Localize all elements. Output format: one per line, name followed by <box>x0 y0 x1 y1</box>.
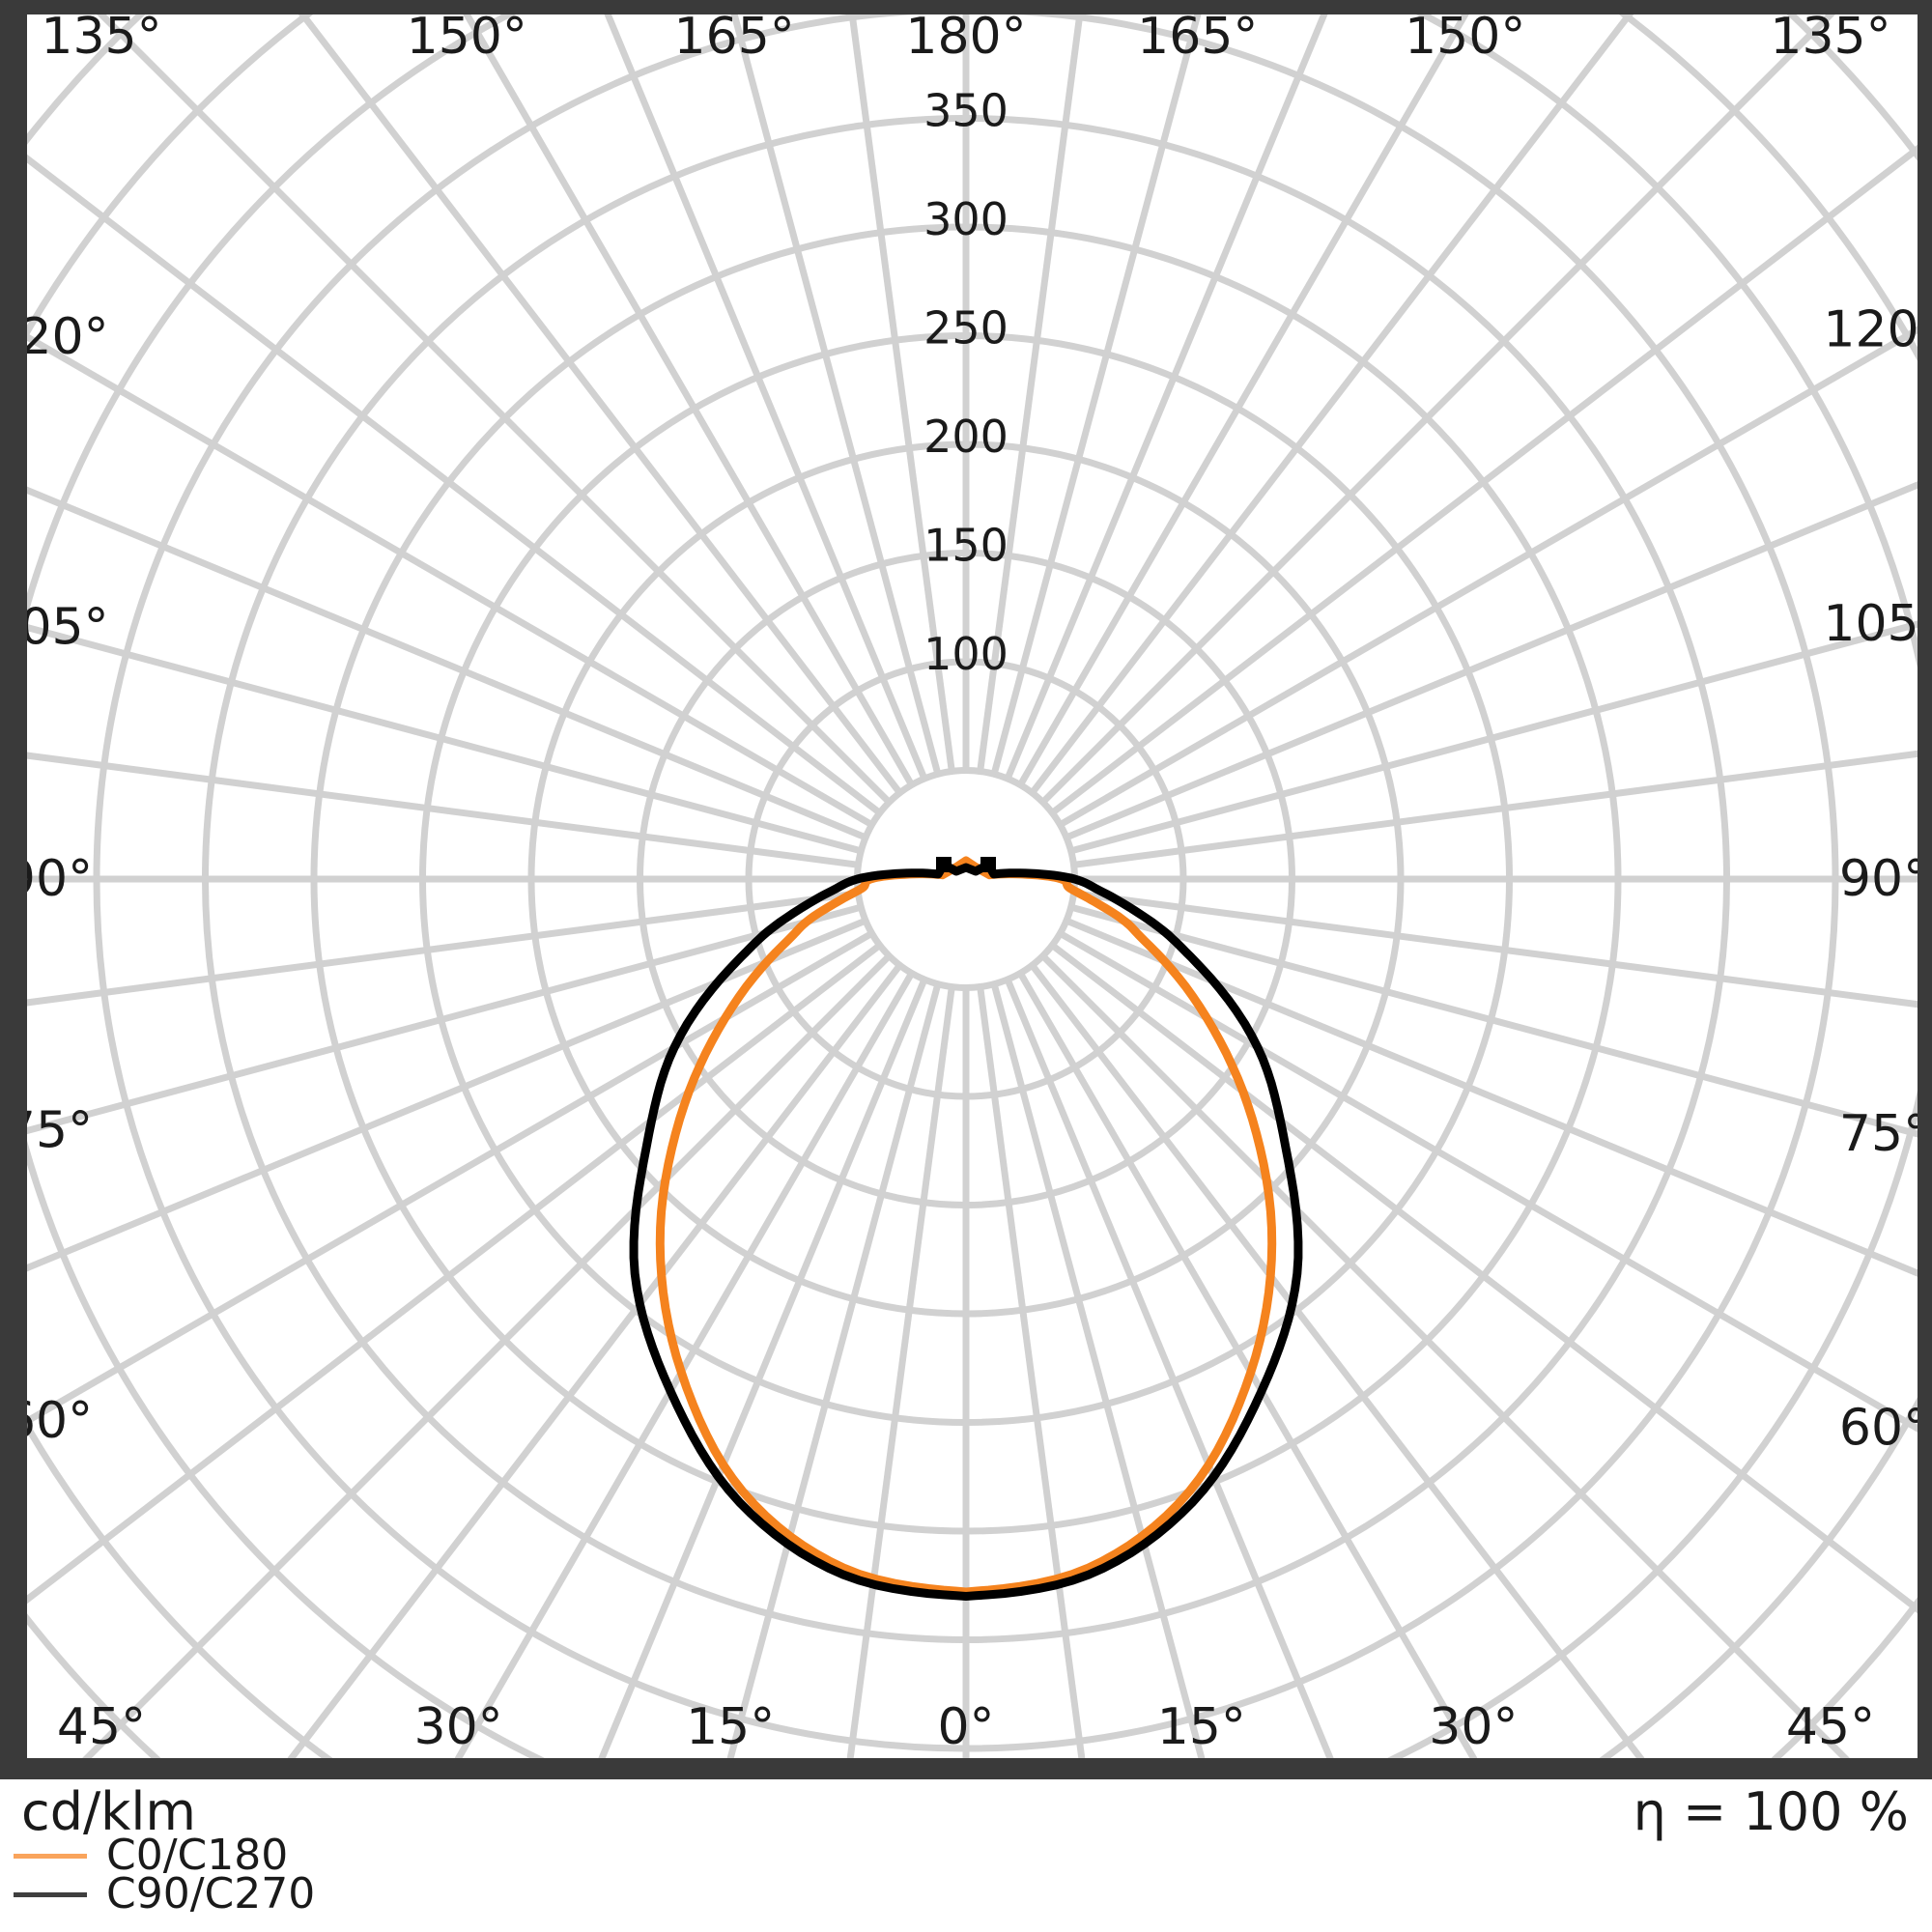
grid-spoke <box>1073 750 1918 868</box>
grid-spoke <box>726 982 942 1758</box>
angle-tick-label: 165° <box>674 8 795 66</box>
radial-tick-label: 350 <box>923 85 1009 137</box>
curve-marker-square <box>936 857 952 872</box>
curves-layer <box>629 856 1303 1601</box>
angle-tick-label: 135° <box>1770 8 1890 66</box>
grid-spoke <box>27 154 882 816</box>
radial-tick-label: 200 <box>923 411 1009 463</box>
radial-tick-label: 250 <box>923 302 1009 355</box>
plot-frame <box>0 0 1932 1779</box>
grid-spoke <box>27 623 863 855</box>
grid-spoke <box>990 982 1206 1758</box>
grid-spoke <box>27 752 859 868</box>
grid-spoke <box>848 14 955 772</box>
grid-spoke <box>1017 971 1478 1758</box>
angle-tick-label: 15° <box>1157 1698 1246 1756</box>
grid-spoke <box>1050 942 1918 1614</box>
grid-spoke <box>27 332 874 828</box>
grid-spoke <box>598 978 928 1758</box>
frame-left <box>0 0 27 1779</box>
grid-spoke <box>1065 481 1918 841</box>
legend-swatch-line <box>14 1891 87 1897</box>
grid-spoke <box>27 903 863 1135</box>
grid-spoke <box>454 971 915 1758</box>
angle-tick-label: 135° <box>41 8 161 66</box>
radial-tick-label: 100 <box>923 628 1009 680</box>
grid-spoke <box>27 917 867 1272</box>
grid-spoke <box>990 14 1202 776</box>
grid-spoke <box>1058 326 1918 828</box>
legend: C0/C180 C90/C270 <box>14 1831 316 1918</box>
angle-tick-label: 60° <box>1839 1400 1928 1458</box>
grid-spoke <box>1004 14 1328 781</box>
legend-swatch-line <box>14 1853 87 1859</box>
c0-c180-curve <box>655 856 1277 1597</box>
angle-tick-label: 180° <box>905 8 1026 66</box>
grid-spoke <box>1040 14 1835 805</box>
frame-right <box>1918 0 1932 1779</box>
grid-spoke <box>977 986 1086 1758</box>
grid-spoke <box>1058 930 1918 1433</box>
grid-spoke <box>1069 620 1918 855</box>
angle-tick-label: 45° <box>57 1698 146 1756</box>
footer-row: cd/klm η = 100 % <box>21 1781 1909 1842</box>
grid-spoke <box>1065 917 1918 1277</box>
frame-bottom <box>0 1758 1932 1779</box>
grid-spoke <box>27 486 867 841</box>
angle-tick-label: 150° <box>407 8 527 66</box>
frame-top <box>0 0 1932 14</box>
angle-tick-label: 105° <box>1823 595 1932 653</box>
legend-label: C0/C180 <box>106 1831 289 1880</box>
legend-item: C90/C270 <box>14 1869 316 1918</box>
legend-item: C0/C180 <box>14 1831 315 1880</box>
efficiency-label: η = 100 % <box>1633 1781 1909 1842</box>
grid-spoke <box>287 963 903 1758</box>
grid-spoke <box>27 930 874 1426</box>
grid-spoke <box>1073 890 1918 1009</box>
c90-c270-curve <box>629 860 1303 1601</box>
angle-tick-label: 15° <box>686 1698 775 1756</box>
legend-label: C90/C270 <box>106 1869 316 1918</box>
grid-spoke <box>977 14 1084 772</box>
angle-tick-label: 30° <box>1429 1698 1518 1756</box>
grid-spoke <box>27 890 859 1007</box>
grid-spoke <box>97 14 892 805</box>
angle-tick-label: 30° <box>414 1698 503 1756</box>
grid-spoke <box>730 14 942 776</box>
grid-spoke <box>1029 14 1634 795</box>
grid-spoke <box>1004 978 1334 1758</box>
angle-tick-label: 165° <box>1137 8 1258 66</box>
angle-tick-label: 75° <box>1839 1105 1928 1163</box>
grid-spoke <box>846 986 955 1758</box>
grid-spoke <box>1040 953 1850 1758</box>
grid-spoke <box>463 14 915 787</box>
radial-tick-label: 150 <box>923 520 1009 572</box>
radial-tick-label: 300 <box>923 193 1009 245</box>
angle-tick-label: 90° <box>1839 850 1928 908</box>
grid-spoke <box>82 953 892 1758</box>
grid-spoke <box>1017 14 1469 787</box>
grid-spoke <box>604 14 928 781</box>
angle-tick-label: 120° <box>1823 300 1932 358</box>
units-label: cd/klm <box>21 1781 197 1842</box>
grid-spoke <box>1029 963 1645 1758</box>
grid-spoke <box>298 14 903 795</box>
grid-spoke <box>1050 144 1918 816</box>
angle-tick-label: 0° <box>937 1698 994 1756</box>
grid-spoke <box>1069 903 1918 1138</box>
angle-tick-label: 45° <box>1786 1698 1875 1756</box>
curve-marker-square <box>980 857 996 872</box>
grid-spoke <box>27 942 882 1605</box>
angle-tick-label: 150° <box>1405 8 1525 66</box>
